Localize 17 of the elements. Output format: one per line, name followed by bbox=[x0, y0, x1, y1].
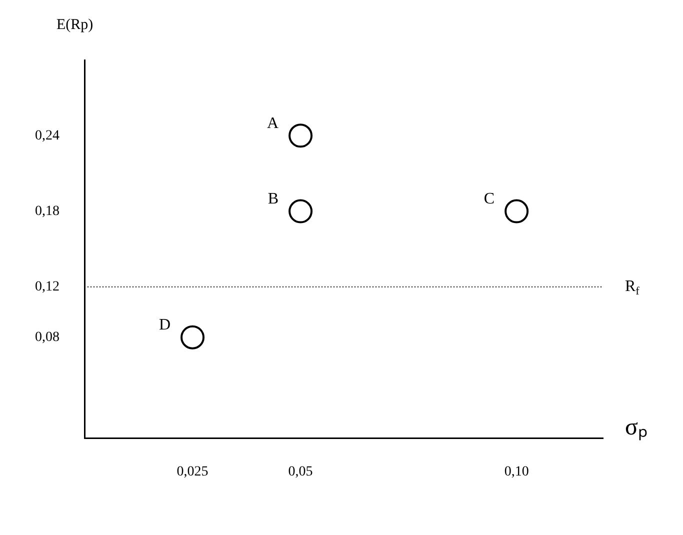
x-tick-label: 0,025 bbox=[176, 464, 208, 480]
point bbox=[288, 124, 313, 148]
point bbox=[180, 325, 205, 350]
point bbox=[504, 199, 529, 224]
x-tick-label: 0,05 bbox=[288, 464, 313, 480]
annotation: B bbox=[268, 190, 279, 208]
y-axis-title: E(Rp) bbox=[56, 16, 94, 33]
annotation: A bbox=[266, 114, 279, 132]
annotation: D bbox=[158, 316, 171, 334]
annotation: C bbox=[484, 190, 495, 208]
y-tick-label: 0,12 bbox=[35, 280, 60, 295]
point bbox=[288, 199, 313, 224]
y-tick-label: 0,24 bbox=[35, 128, 60, 144]
y-tick-label: 0,18 bbox=[35, 204, 60, 219]
y-tick-label: 0,08 bbox=[35, 330, 60, 346]
x-axis-title: σₚ bbox=[625, 414, 648, 440]
x-tick-label: 0,10 bbox=[504, 464, 529, 480]
